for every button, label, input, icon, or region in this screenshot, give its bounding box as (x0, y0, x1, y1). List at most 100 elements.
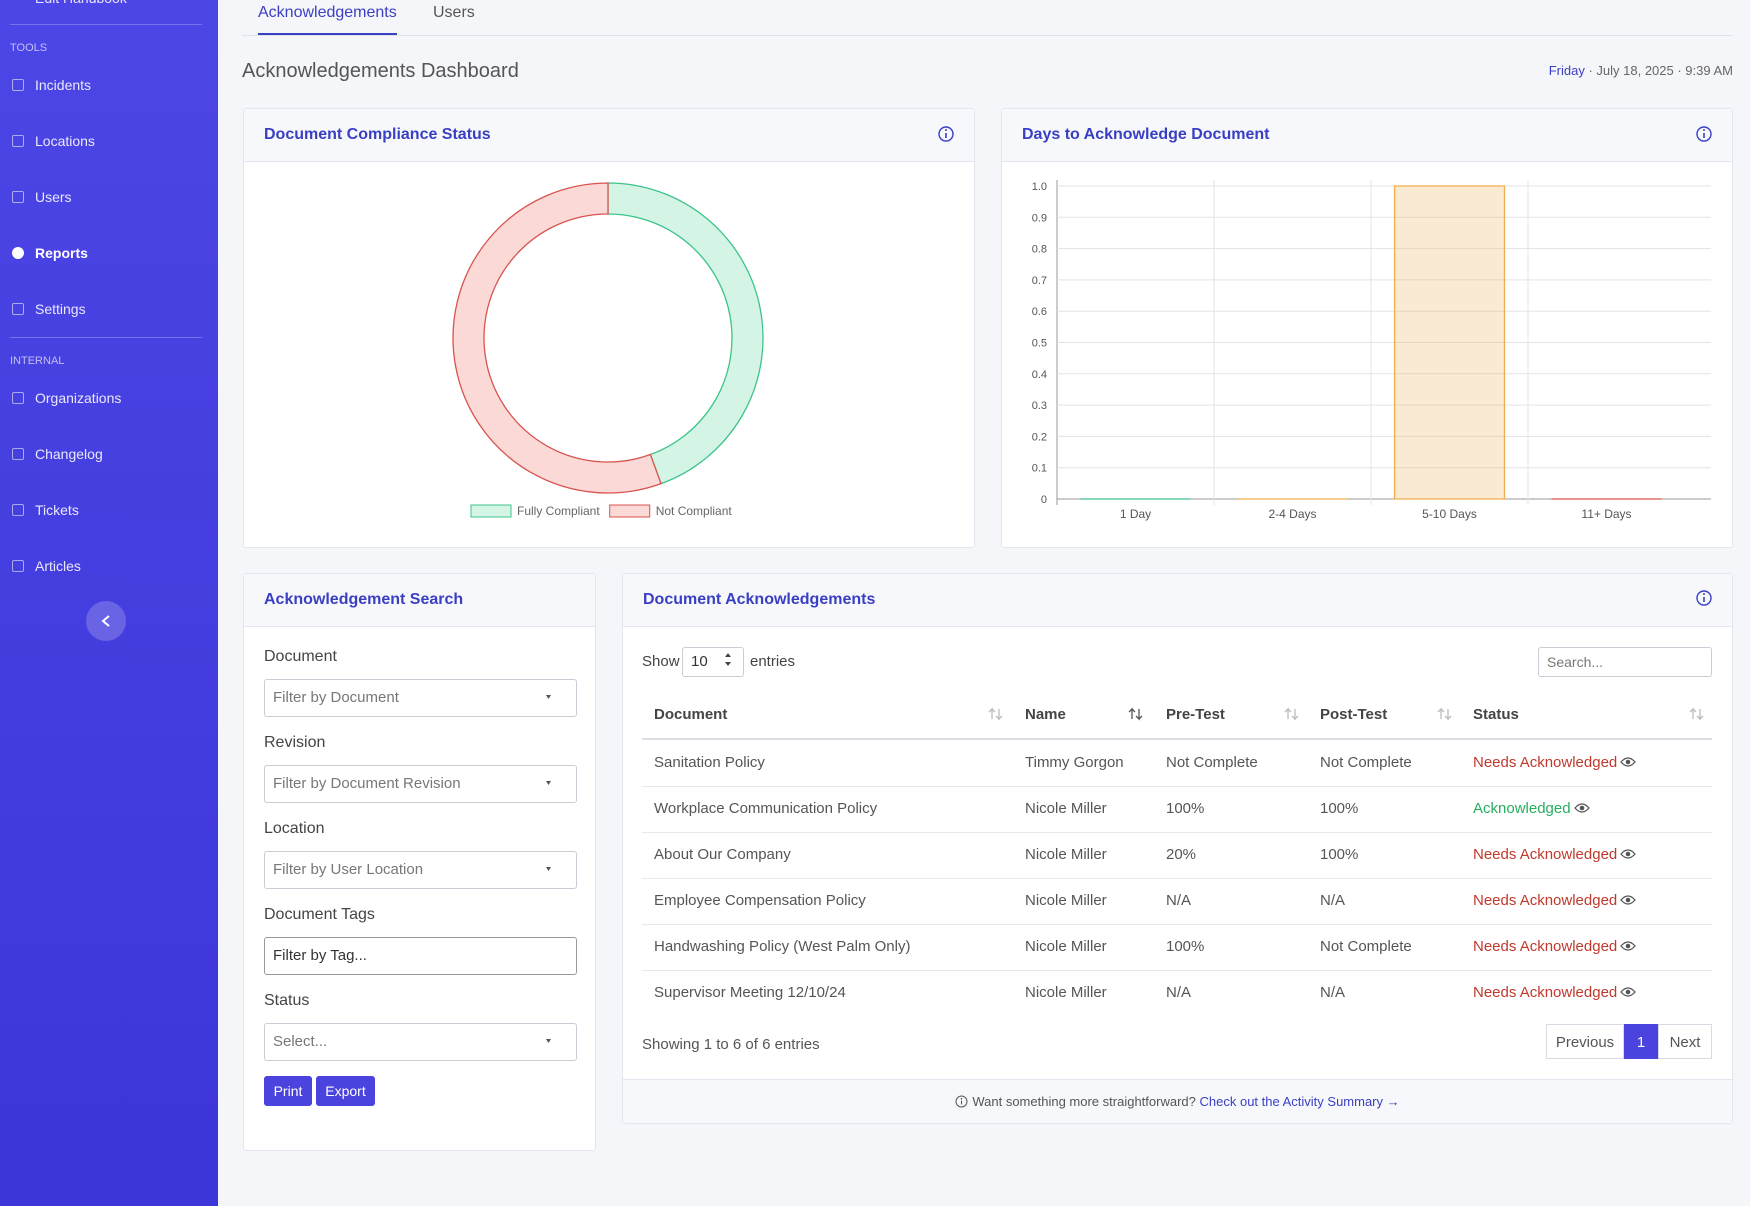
cell: Sanitation Policy (654, 754, 765, 771)
nav-item[interactable]: Incidents (35, 77, 92, 93)
date: Friday · July 18, 2025 · 9:39 AM (1549, 63, 1733, 79)
days-card: Days to Acknowledge Document (1001, 108, 1733, 548)
nav-icon (12, 191, 24, 203)
field-label: Status (264, 992, 310, 1009)
cell: Handwashing Policy (West Palm Only) (654, 938, 911, 955)
tab[interactable]: Acknowledgements (258, 4, 397, 21)
card-header: Document Acknowledgements (623, 574, 1732, 627)
divider (10, 337, 202, 338)
compliance-card: Document Compliance Status (243, 108, 975, 548)
card-header: Acknowledgement Search (244, 574, 595, 627)
divider (10, 24, 202, 25)
card-title: Acknowledgement Search (264, 591, 464, 608)
row-rule (642, 878, 1712, 879)
nav-item[interactable]: Locations (35, 133, 95, 149)
info-icon (955, 1095, 968, 1108)
select[interactable]: Filter by Document Revision (264, 765, 577, 803)
status: Acknowledged (1473, 800, 1571, 817)
tab[interactable]: Users (433, 4, 475, 21)
search-input[interactable]: Search... (1538, 647, 1712, 677)
cell: N/A (1320, 984, 1346, 1001)
cell: N/A (1166, 984, 1192, 1001)
page-button[interactable]: Previous (1546, 1024, 1624, 1059)
cell: Nicole Miller (1025, 846, 1107, 863)
nav-item[interactable]: Reports (35, 245, 88, 261)
cell: 100% (1320, 800, 1359, 817)
card-title: Document Compliance Status (264, 126, 491, 143)
cell: 100% (1320, 846, 1359, 863)
date-day: Friday (1548, 63, 1585, 78)
footer-band (623, 1079, 1732, 1123)
nav-item[interactable]: Changelog (35, 446, 103, 462)
cell: 20% (1166, 846, 1197, 863)
cell: About Our Company (654, 846, 791, 863)
entries-label: entries (750, 653, 796, 670)
card-header: Days to Acknowledge Document (1002, 109, 1732, 162)
nav-icon (12, 560, 24, 572)
cell: Not Complete (1166, 754, 1258, 771)
row-rule (642, 832, 1712, 833)
cell: 100% (1166, 800, 1205, 817)
column-header[interactable]: Post-Test (1320, 706, 1388, 723)
select[interactable]: Select... (264, 1023, 577, 1061)
nav-item[interactable]: Edit Handbook (35, 0, 127, 8)
collapse-button[interactable] (86, 601, 126, 641)
field-label: Document Tags (264, 906, 375, 923)
cell: Nicole Miller (1025, 800, 1107, 817)
nav-item[interactable]: Articles (35, 558, 81, 574)
column-header[interactable]: Document (654, 706, 728, 723)
cell: N/A (1320, 892, 1346, 909)
select[interactable]: Filter by Document (264, 679, 577, 717)
field-label: Document (264, 648, 337, 665)
nav-icon (12, 247, 24, 259)
nav-item[interactable]: Organizations (35, 390, 122, 406)
search-card: Acknowledgement Search Document Filter by… (243, 573, 596, 1151)
sidebar: Edit Handbook TOOLS Incidents Locations User… (0, 0, 218, 1206)
row-rule (642, 924, 1712, 925)
cell: N/A (1166, 892, 1192, 909)
page-button[interactable]: 1 (1624, 1024, 1658, 1059)
cell: Not Complete (1320, 938, 1412, 955)
footer-text: Want something more straightforward? (972, 1094, 1196, 1109)
cell: Supervisor Meeting 12/10/24 (654, 984, 846, 1001)
column-header[interactable]: Status (1473, 706, 1519, 723)
footer-link[interactable]: Check out the Activity Summary → (1199, 1094, 1400, 1109)
status: Needs Acknowledged (1473, 938, 1618, 955)
column-header[interactable]: Pre-Test (1166, 706, 1225, 723)
date-rest: · July 18, 2025 · 9:39 AM (1588, 63, 1733, 78)
table-card: Document Acknowledgements Show 10 entries S… (622, 573, 1733, 1124)
section-title: TOOLS (10, 42, 48, 54)
nav-icon (12, 448, 24, 460)
page-size-select[interactable]: 10 (682, 647, 744, 677)
nav-item[interactable]: Users (35, 189, 72, 205)
status: Needs Acknowledged (1473, 984, 1618, 1001)
card-title: Document Acknowledgements (643, 591, 876, 608)
section-title: INTERNAL (10, 355, 65, 367)
nav-icon (12, 392, 24, 404)
column-header[interactable]: Name (1025, 706, 1066, 723)
row-rule (642, 970, 1712, 971)
card-title: Days to Acknowledge Document (1022, 126, 1270, 143)
nav-item[interactable]: Settings (35, 301, 86, 317)
tab-underline (258, 33, 397, 35)
nav-item[interactable]: Tickets (35, 502, 79, 518)
show-label: Show (642, 653, 680, 670)
cell: Not Complete (1320, 754, 1412, 771)
cell: Workplace Communication Policy (654, 800, 878, 817)
page-title: Acknowledgements Dashboard (242, 60, 519, 82)
cell: Employee Compensation Policy (654, 892, 866, 909)
select[interactable]: Filter by User Location (264, 851, 577, 889)
table-info: Showing 1 to 6 of 6 entries (642, 1036, 820, 1053)
field-label: Location (264, 820, 325, 837)
page-button[interactable]: Next (1658, 1024, 1712, 1059)
status: Needs Acknowledged (1473, 846, 1618, 863)
row-rule (642, 786, 1712, 787)
text-input[interactable]: Filter by Tag... (264, 937, 577, 975)
card-header: Document Compliance Status (244, 109, 974, 162)
status: Needs Acknowledged (1473, 754, 1618, 771)
button[interactable]: Export (316, 1076, 375, 1106)
nav-icon (12, 504, 24, 516)
button[interactable]: Print (264, 1076, 312, 1106)
tab-bar (242, 35, 1733, 36)
